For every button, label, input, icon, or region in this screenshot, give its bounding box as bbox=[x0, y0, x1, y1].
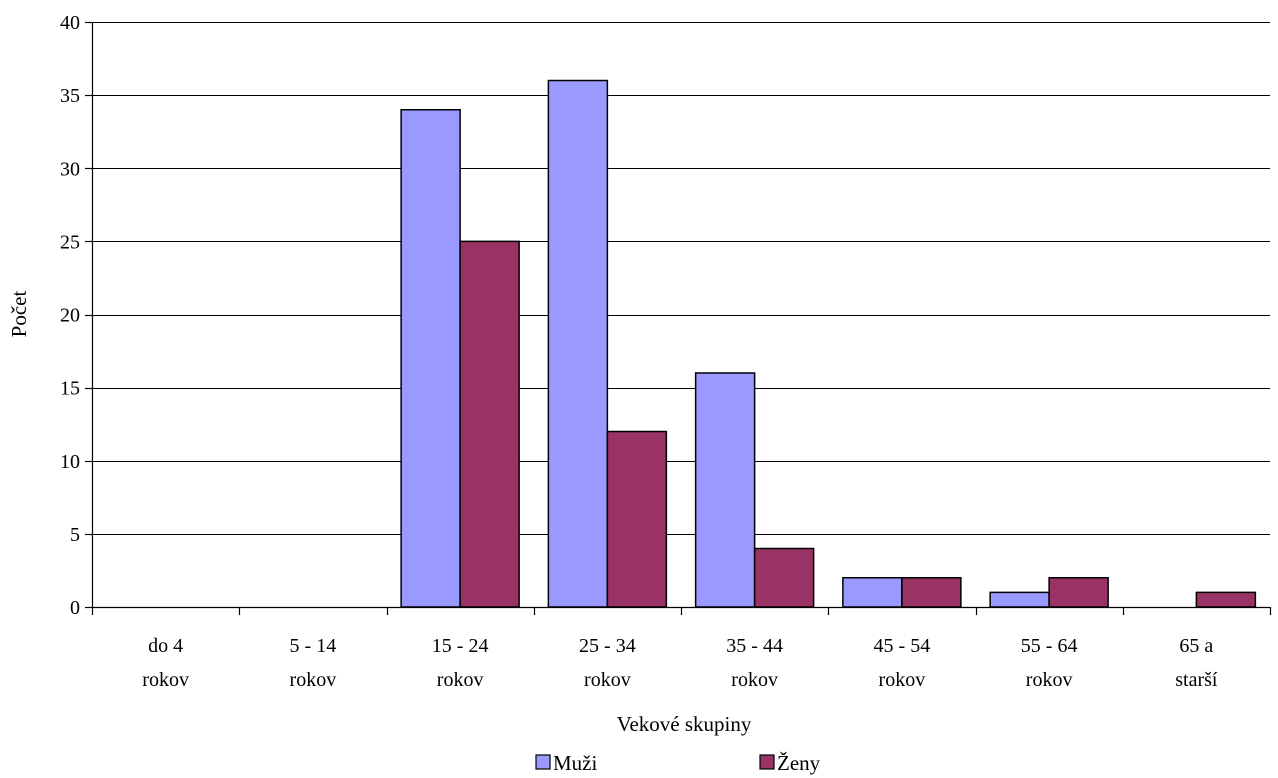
legend-label-muzi: Muži bbox=[553, 751, 597, 775]
bar-zeny-2 bbox=[459, 240, 520, 608]
bar-muzi-5 bbox=[842, 577, 903, 608]
x-tick-label: 25 - 34 rokov bbox=[579, 635, 636, 691]
bar-zeny-3 bbox=[606, 430, 668, 608]
y-tick-label: 40 bbox=[60, 12, 80, 34]
y-tick-label: 35 bbox=[60, 85, 80, 107]
bar-zeny-5 bbox=[901, 577, 962, 608]
axes bbox=[85, 21, 1272, 615]
y-tick-label: 15 bbox=[60, 378, 80, 400]
y-tick-label: 20 bbox=[60, 305, 80, 327]
bar-muzi-2 bbox=[400, 109, 461, 608]
x-tick-label: 55 - 64 rokov bbox=[1021, 635, 1078, 691]
bar-zeny-7 bbox=[1195, 591, 1257, 608]
x-tick-label: 65 a starší bbox=[1175, 635, 1218, 691]
bar-muzi-6 bbox=[989, 591, 1050, 608]
y-tick-label: 10 bbox=[60, 451, 80, 473]
x-tick-labels: do 4 rokov 5 - 14 rokov 15 - 24 rokov 25 - 34 r… bbox=[142, 635, 1218, 691]
legend-label-zeny: Ženy bbox=[777, 751, 821, 775]
bars bbox=[400, 79, 1257, 608]
bar-zeny-6 bbox=[1048, 577, 1109, 608]
legend-swatch-zeny bbox=[759, 754, 775, 770]
y-tick-label: 5 bbox=[70, 524, 80, 546]
y-tick-label: 25 bbox=[60, 231, 80, 253]
x-tick-label: 5 - 14 rokov bbox=[290, 635, 337, 691]
x-tick-label: do 4 rokov bbox=[142, 635, 189, 691]
bar-zeny-4 bbox=[753, 547, 815, 608]
x-tick-label: 45 - 54 rokov bbox=[874, 635, 931, 691]
legend-swatch-muzi bbox=[535, 754, 551, 770]
gridlines bbox=[92, 22, 1270, 535]
y-tick-labels: 0 5 10 15 20 25 30 35 40 bbox=[60, 12, 80, 619]
y-tick-label: 0 bbox=[70, 597, 80, 619]
bar-muzi-3 bbox=[547, 79, 609, 608]
x-tick-label: 35 - 44 rokov bbox=[726, 635, 783, 691]
x-tick-label: 15 - 24 rokov bbox=[432, 635, 489, 691]
legend: Muži Ženy bbox=[535, 751, 821, 775]
x-axis-title: Vekové skupiny bbox=[617, 712, 752, 736]
y-axis-title: Počet bbox=[7, 291, 31, 338]
y-tick-label: 30 bbox=[60, 158, 80, 180]
bar-muzi-4 bbox=[694, 372, 756, 608]
